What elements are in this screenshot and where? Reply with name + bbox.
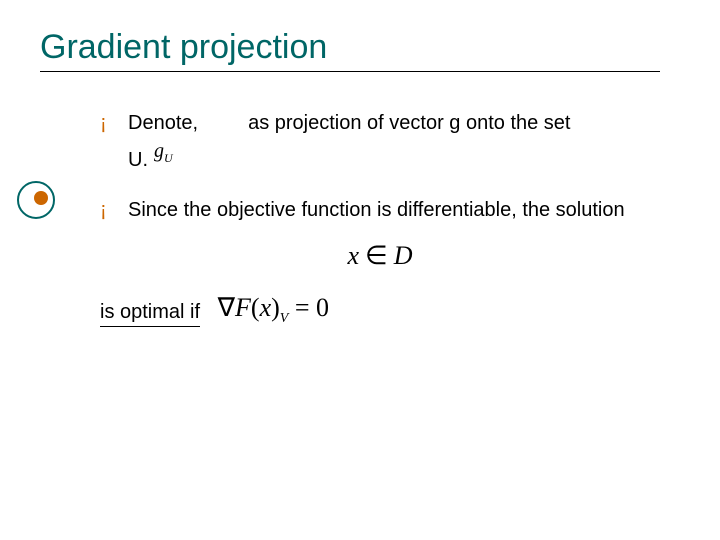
slide: Gradient projection ¡ Denote, as project…: [0, 0, 720, 540]
bullet-text: Since the objective function is differen…: [128, 195, 660, 225]
math-inline-gU: gU: [154, 136, 173, 173]
decorative-circles: [16, 180, 56, 220]
math-symbol: (: [251, 293, 260, 322]
bullet-text: as projection of vector g onto the set: [248, 112, 570, 134]
math-subscript: U: [164, 151, 173, 165]
math-symbol: F: [235, 293, 251, 322]
math-block-gradient: ∇F(x)V = 0: [218, 293, 329, 327]
math-symbol: x: [348, 241, 360, 270]
math-symbol: = 0: [288, 293, 329, 322]
math-symbol: D: [394, 241, 413, 270]
tail-text: is optimal if: [100, 301, 200, 327]
math-symbol: ∈: [359, 241, 394, 270]
bullet-item: ¡ Since the objective function is differ…: [100, 195, 660, 225]
math-symbol: ): [271, 293, 280, 322]
bullet-item: ¡ Denote, as projection of vector g onto…: [100, 108, 660, 175]
bullet-text: U.: [128, 145, 148, 175]
bullet-text: Denote,: [128, 112, 198, 134]
math-symbol: g: [154, 140, 164, 162]
bullet-body: Denote, as projection of vector g onto t…: [128, 108, 660, 175]
bullet-marker: ¡: [100, 195, 128, 225]
math-symbol: ∇: [218, 293, 235, 322]
math-symbol: x: [260, 293, 272, 322]
bullet-marker: ¡: [100, 108, 128, 138]
slide-title: Gradient projection: [40, 28, 660, 72]
slide-content: ¡ Denote, as projection of vector g onto…: [100, 108, 660, 271]
math-block-xD: x∈D: [100, 241, 660, 271]
tail-row: is optimal if ∇F(x)V = 0: [100, 293, 680, 327]
